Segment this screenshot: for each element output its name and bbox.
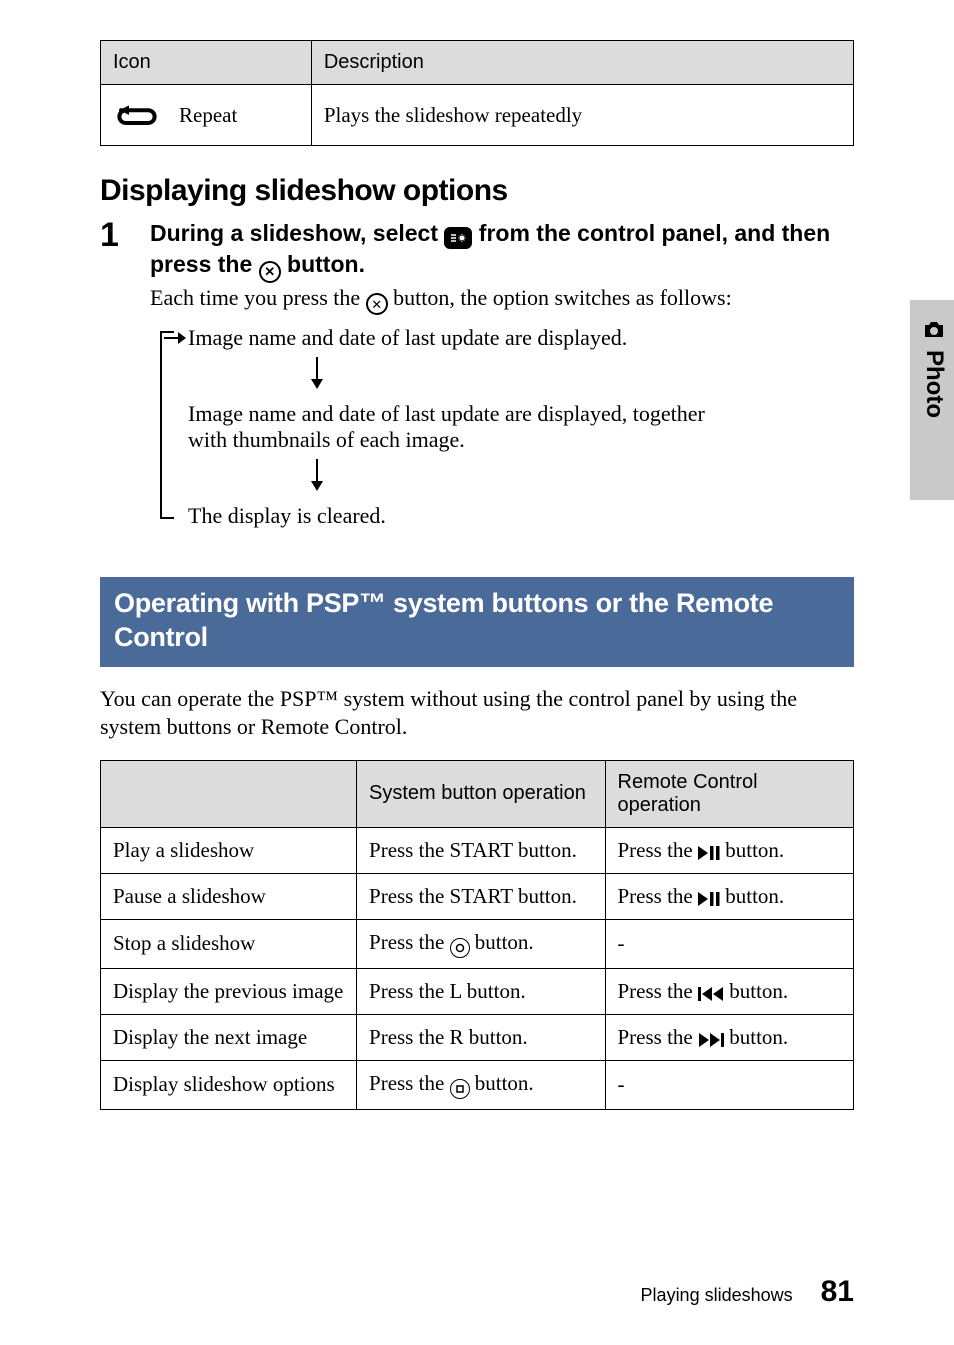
step-title-a: During a slideshow, select	[150, 220, 444, 246]
footer: Playing slideshows 81	[641, 1275, 854, 1309]
t1-icon-cell: Repeat	[101, 85, 312, 146]
t2-r1-c3: Press the button.	[605, 873, 854, 919]
flow-l3: The display is cleared.	[188, 503, 854, 529]
paragraph: You can operate the PSP™ system without …	[100, 685, 854, 742]
section-heading: Displaying slideshow options	[100, 174, 854, 208]
flow-loop-bar	[160, 331, 174, 519]
t2-r3-c2: Press the L button.	[357, 968, 605, 1014]
arrow-down-icon	[308, 357, 326, 389]
t2-r2-c2: Press the button.	[357, 919, 605, 968]
t2-h2: System button operation	[357, 760, 605, 827]
t1-h2: Description	[311, 41, 853, 85]
t2-r5-c1: Display slideshow options	[101, 1060, 357, 1109]
flow-l2: Image name and date of last update are d…	[188, 401, 748, 453]
step-title: During a slideshow, select from the cont…	[150, 218, 854, 283]
t2-r2-c3: -	[605, 919, 854, 968]
t2-r5-c2: Press the button.	[357, 1060, 605, 1109]
step-num: 1	[100, 218, 128, 529]
page-number: 81	[821, 1275, 854, 1309]
t1-desc: Plays the slideshow repeatedly	[311, 85, 853, 146]
footer-text: Playing slideshows	[641, 1285, 793, 1306]
t2-r2-c1: Stop a slideshow	[101, 919, 357, 968]
square-button-icon	[450, 1079, 470, 1099]
t2-r5-c3: -	[605, 1060, 854, 1109]
t2-r0-c1: Play a slideshow	[101, 827, 357, 873]
x-button-icon: ✕	[259, 261, 281, 283]
t1-h1: Icon	[101, 41, 312, 85]
step-1: 1 During a slideshow, select from the co…	[100, 218, 854, 529]
x-button-icon-2: ✕	[366, 293, 388, 315]
step-desc: Each time you press the ✕ button, the op…	[150, 285, 854, 316]
t2-r1-c1: Pause a slideshow	[101, 873, 357, 919]
t2-h3: Remote Control operation	[605, 760, 854, 827]
t2-r4-c1: Display the next image	[101, 1014, 357, 1060]
flow: Image name and date of last update are d…	[160, 325, 854, 529]
arrow-down-icon-2	[308, 459, 326, 491]
options-icon	[444, 227, 472, 249]
t2-r3-c1: Display the previous image	[101, 968, 357, 1014]
repeat-icon	[113, 101, 161, 129]
t2-r0-c3: Press the button.	[605, 827, 854, 873]
circle-button-icon	[450, 938, 470, 958]
blue-heading: Operating with PSP™ system buttons or th…	[100, 577, 854, 667]
arrow-down-2	[308, 459, 854, 497]
flow-l1-wrap: Image name and date of last update are d…	[188, 325, 854, 351]
side-label-text: Photo	[920, 350, 948, 418]
arrow-right-icon	[164, 329, 186, 347]
flow-l1: Image name and date of last update are d…	[188, 325, 627, 350]
step-title-c: button.	[287, 251, 365, 277]
t2-h1	[101, 760, 357, 827]
side-label: Photo	[920, 320, 948, 418]
t2-r4-c3: Press the button.	[605, 1014, 854, 1060]
t1-icon-label: Repeat	[179, 103, 237, 128]
t2-r1-c2: Press the START button.	[357, 873, 605, 919]
t2-r0-c2: Press the START button.	[357, 827, 605, 873]
camera-icon	[922, 320, 946, 340]
arrow-down-1	[308, 357, 854, 395]
operations-table: System button operation Remote Control o…	[100, 760, 854, 1110]
step-desc-a: Each time you press the	[150, 285, 366, 310]
icon-table: Icon Description Repeat Plays the slides…	[100, 40, 854, 146]
t2-r3-c3: Press the button.	[605, 968, 854, 1014]
t2-r4-c2: Press the R button.	[357, 1014, 605, 1060]
step-desc-b: button, the option switches as follows:	[393, 285, 732, 310]
